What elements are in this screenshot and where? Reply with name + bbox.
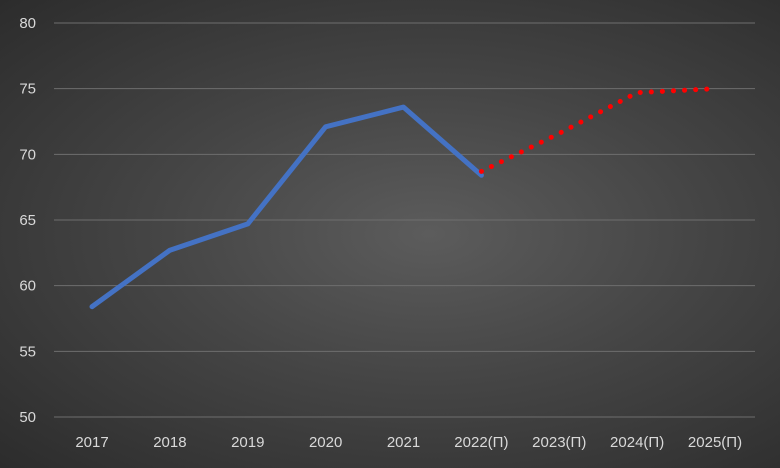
y-tick-label: 80 bbox=[19, 15, 36, 32]
y-tick-label: 65 bbox=[19, 212, 36, 229]
y-tick-label: 50 bbox=[19, 409, 36, 426]
x-tick-label: 2024(П) bbox=[610, 434, 664, 451]
y-tick-label: 55 bbox=[19, 343, 36, 360]
x-tick-label: 2022(П) bbox=[454, 434, 508, 451]
x-tick-label: 2023(П) bbox=[532, 434, 586, 451]
series-lines bbox=[89, 86, 718, 310]
actual-series-line bbox=[89, 104, 484, 310]
grid-lines bbox=[54, 22, 755, 418]
y-tick-label: 60 bbox=[19, 278, 36, 295]
x-axis-ticks: 2017 2018 2019 2020 2021 2022(П) 2023(П) 2024(П… bbox=[75, 434, 742, 451]
y-axis-ticks: 50 55 60 65 70 75 80 bbox=[19, 15, 36, 426]
x-tick-label: 2019 bbox=[231, 434, 264, 451]
y-tick-label: 75 bbox=[19, 81, 36, 98]
x-tick-label: 2017 bbox=[75, 434, 108, 451]
y-tick-label: 70 bbox=[19, 146, 36, 163]
x-tick-label: 2020 bbox=[309, 434, 342, 451]
forecast-series-line bbox=[478, 86, 718, 174]
x-tick-label: 2018 bbox=[153, 434, 186, 451]
x-tick-label: 2025(П) bbox=[688, 434, 742, 451]
x-tick-label: 2021 bbox=[387, 434, 420, 451]
